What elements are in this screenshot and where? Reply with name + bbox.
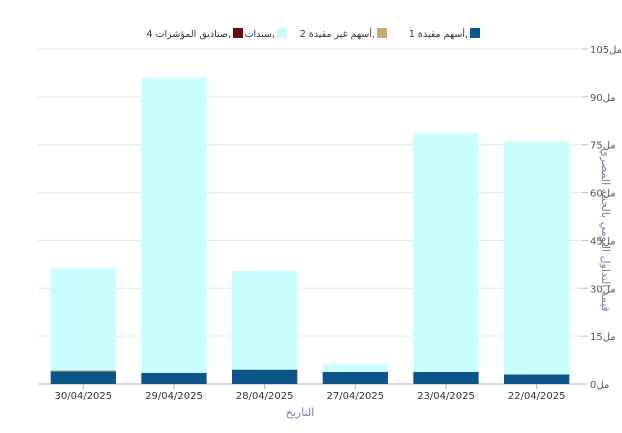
legend-swatch <box>377 28 387 38</box>
x-tick-label: 28/04/2025 <box>236 391 294 402</box>
bar-segment[interactable] <box>413 371 479 384</box>
legend-item[interactable]: أسهم مقيدة 1, <box>409 27 480 40</box>
bar-segment[interactable] <box>504 141 570 375</box>
bar-segment[interactable] <box>322 371 388 384</box>
bar-segment[interactable] <box>141 77 207 373</box>
bar-segment[interactable] <box>141 372 207 384</box>
legend-label: سندات 3, <box>236 29 276 40</box>
bar-segment[interactable] <box>322 363 388 372</box>
x-tick-label: 23/04/2025 <box>417 391 475 402</box>
bars <box>50 77 570 384</box>
x-tick-label: 30/04/2025 <box>55 391 113 402</box>
x-axis-label: التاريخ <box>286 406 315 419</box>
bar-segment[interactable] <box>413 132 479 372</box>
bar-segment[interactable] <box>232 369 298 384</box>
legend-item[interactable]: أسهم غير مقيدة 2, <box>300 27 387 40</box>
y-axis-label: قيمة التداول اليومي بالجنيه المصري <box>599 148 612 312</box>
x-tick-label: 29/04/2025 <box>145 391 203 402</box>
legend-label: أسهم مقيدة 1, <box>409 27 468 40</box>
legend-swatch <box>233 28 243 38</box>
bar-segment[interactable] <box>50 268 116 371</box>
bar-segment[interactable] <box>232 270 298 370</box>
x-tick-label: 22/04/2025 <box>508 391 566 402</box>
bar-segment[interactable] <box>50 370 116 372</box>
legend-swatch <box>470 28 480 38</box>
y-tick-label: 0مل <box>590 380 609 391</box>
x-tick-label: 27/04/2025 <box>327 391 385 402</box>
bar-segment[interactable] <box>504 374 570 384</box>
legend: أسهم مقيدة 1, أسهم غير مقيدة 2, سندات 3, صن… <box>147 27 480 40</box>
gridlines <box>38 48 582 385</box>
legend-item[interactable]: صناديق المؤشرات 4, <box>147 28 243 40</box>
y-tick-label: 75مل <box>590 141 616 152</box>
legend-item[interactable]: سندات 3, <box>236 28 288 40</box>
x-axis: 30/04/2025 29/04/2025 28/04/2025 27/04/2025… <box>55 384 566 402</box>
y-tick-label: 90مل <box>590 93 616 104</box>
y-tick-label: 105مل <box>590 45 622 56</box>
y-axis: 0مل 15مل 30مل 45مل 60مل 75مل 90مل 105مل <box>582 45 622 391</box>
y-tick-label: 30مل <box>590 284 616 295</box>
y-tick-label: 60مل <box>590 189 616 200</box>
legend-swatch <box>277 28 287 38</box>
legend-label: صناديق المؤشرات 4, <box>147 29 231 40</box>
legend-label: أسهم غير مقيدة 2, <box>300 27 375 40</box>
y-tick-label: 45مل <box>590 236 616 247</box>
bar-segment[interactable] <box>50 371 116 384</box>
y-tick-label: 15مل <box>590 332 616 343</box>
